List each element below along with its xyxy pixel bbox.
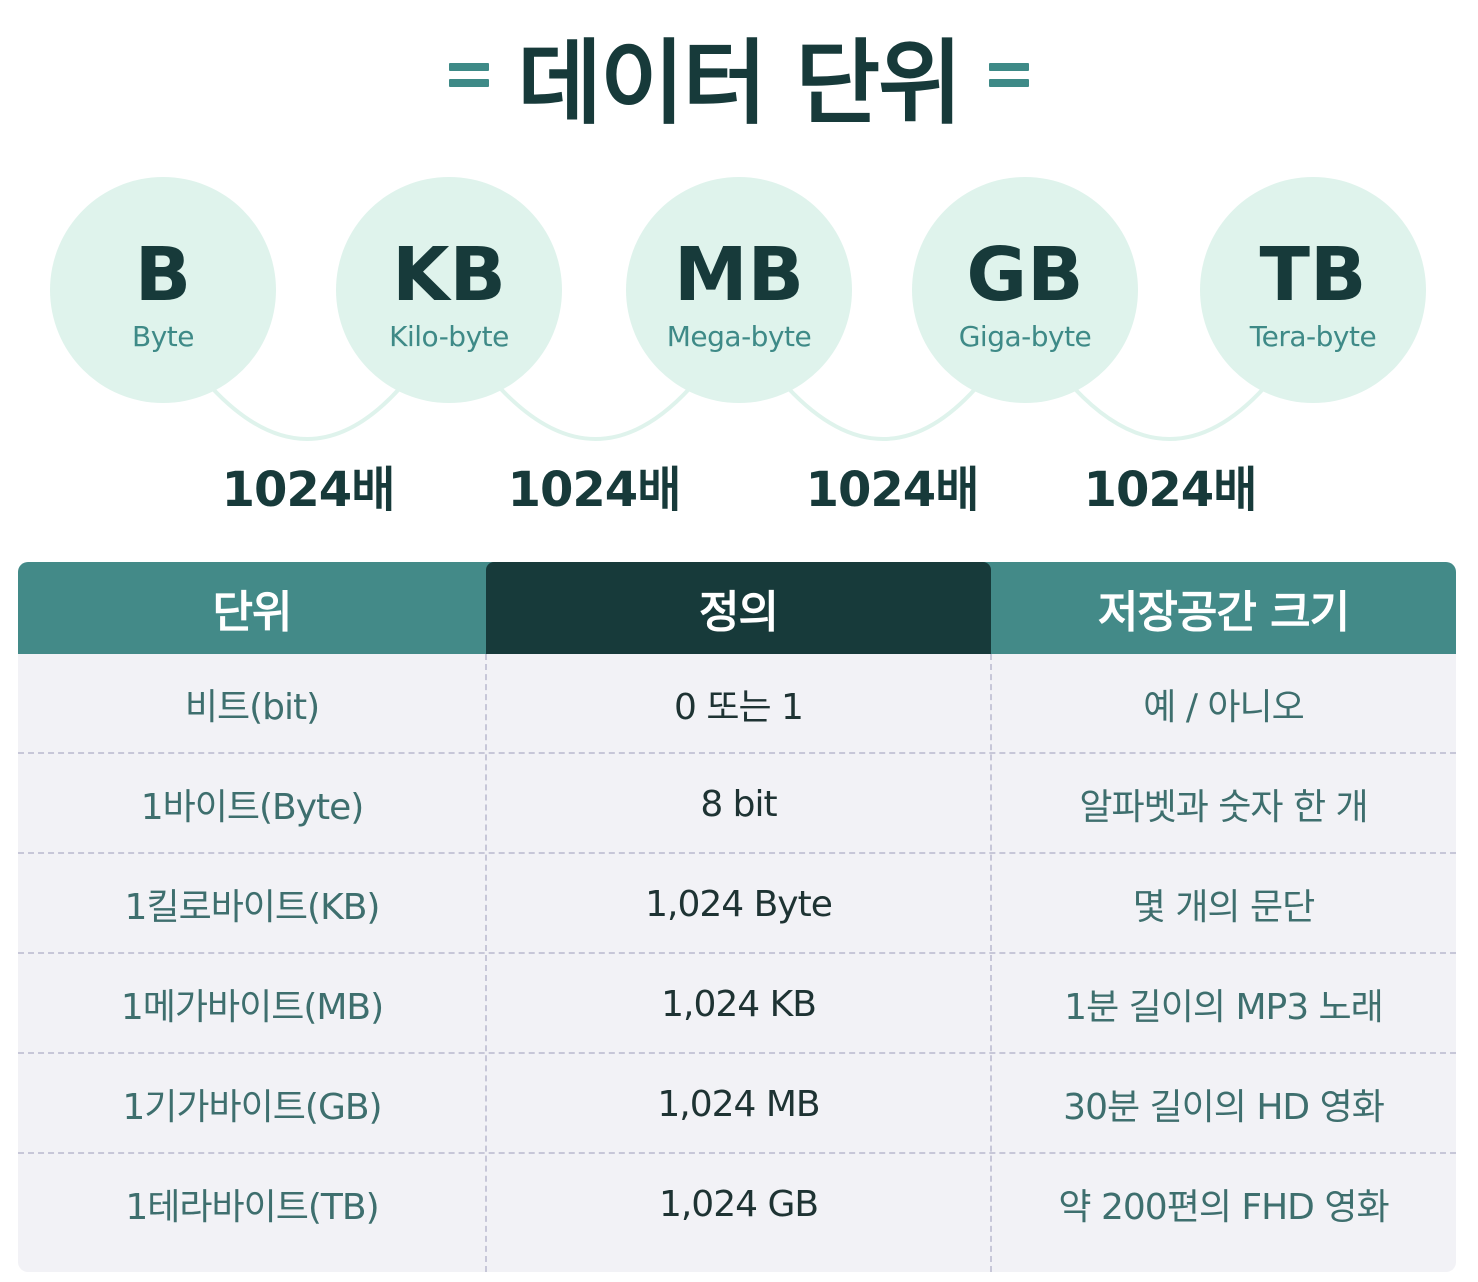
cell-definition: 0 또는 1 xyxy=(674,687,804,728)
table-header: 단위 정의 저장공간 크기 xyxy=(18,562,1456,654)
header-storage-size: 저장공간 크기 xyxy=(1097,587,1350,638)
ratio-label: 1024배 xyxy=(1083,462,1258,518)
unit-full-name: Kilo-byte xyxy=(389,319,509,353)
cell-unit: 1테라바이트(TB) xyxy=(125,1187,379,1228)
unit-diagram: B Byte KB Kilo-byte MB Mega-byte GB Giga… xyxy=(0,170,1478,530)
table-row: 1킬로바이트(KB) 1,024 Byte 몇 개의 문단 xyxy=(18,854,1456,954)
page-title: 데이터 단위 xyxy=(0,20,1478,137)
cell-storage: 약 200편의 FHD 영화 xyxy=(1058,1187,1389,1228)
unit-abbr: KB xyxy=(392,231,506,318)
title-decoration-right xyxy=(988,61,1029,89)
table-row: 1테라바이트(TB) 1,024 GB 약 200편의 FHD 영화 xyxy=(18,1154,1456,1254)
title-decoration-left xyxy=(449,61,490,89)
cell-unit: 1킬로바이트(KB) xyxy=(124,887,381,928)
table-row: 1바이트(Byte) 8 bit 알파벳과 숫자 한 개 xyxy=(18,754,1456,854)
unit-full-name: Giga-byte xyxy=(958,319,1092,353)
ratio-label: 1024배 xyxy=(221,462,396,518)
cell-storage: 1분 길이의 MP3 노래 xyxy=(1064,987,1384,1028)
cell-definition: 1,024 KB xyxy=(661,983,817,1025)
column-divider xyxy=(990,654,992,1272)
unit-circle-b: B Byte xyxy=(50,177,276,403)
connector-b-kb xyxy=(210,386,402,441)
unit-abbr: B xyxy=(134,231,192,318)
cell-unit: 비트(bit) xyxy=(184,687,320,728)
cell-definition: 1,024 GB xyxy=(658,1183,819,1225)
cell-unit: 1메가바이트(MB) xyxy=(120,987,384,1028)
page-title-text: 데이터 단위 xyxy=(517,29,962,137)
unit-full-name: Byte xyxy=(132,319,194,353)
cell-storage: 몇 개의 문단 xyxy=(1132,887,1316,928)
header-definition: 정의 xyxy=(486,562,991,654)
column-divider xyxy=(485,654,487,1272)
data-unit-table: 단위 정의 저장공간 크기 비트(bit) 0 또는 1 예 / 아니오 1바이… xyxy=(18,562,1456,1272)
cell-definition: 8 bit xyxy=(700,783,777,825)
table-row: 1기가바이트(GB) 1,024 MB 30분 길이의 HD 영화 xyxy=(18,1054,1456,1154)
table-row: 비트(bit) 0 또는 1 예 / 아니오 xyxy=(18,654,1456,754)
cell-storage: 예 / 아니오 xyxy=(1143,687,1305,728)
cell-unit: 1바이트(Byte) xyxy=(140,787,365,828)
cell-storage: 30분 길이의 HD 영화 xyxy=(1063,1087,1385,1128)
unit-circle-mb: MB Mega-byte xyxy=(626,177,852,403)
connector-kb-mb xyxy=(498,386,692,441)
cell-storage: 알파벳과 숫자 한 개 xyxy=(1079,787,1368,828)
cell-definition: 1,024 Byte xyxy=(645,883,833,925)
unit-abbr: GB xyxy=(966,231,1084,318)
cell-unit: 1기가바이트(GB) xyxy=(122,1087,382,1128)
header-unit: 단위 xyxy=(212,587,293,638)
unit-connectors xyxy=(210,386,1266,441)
unit-abbr: TB xyxy=(1259,231,1367,318)
connector-gb-tb xyxy=(1072,386,1266,441)
connector-mb-gb xyxy=(786,386,978,441)
ratio-label: 1024배 xyxy=(805,462,980,518)
unit-abbr: MB xyxy=(673,231,805,318)
unit-full-name: Mega-byte xyxy=(666,319,812,353)
cell-definition: 1,024 MB xyxy=(657,1083,820,1125)
unit-full-name: Tera-byte xyxy=(1249,319,1377,353)
ratio-label: 1024배 xyxy=(507,462,682,518)
unit-circle-kb: KB Kilo-byte xyxy=(336,177,562,403)
unit-circle-gb: GB Giga-byte xyxy=(912,177,1138,403)
unit-circle-tb: TB Tera-byte xyxy=(1200,177,1426,403)
table-row: 1메가바이트(MB) 1,024 KB 1분 길이의 MP3 노래 xyxy=(18,954,1456,1054)
